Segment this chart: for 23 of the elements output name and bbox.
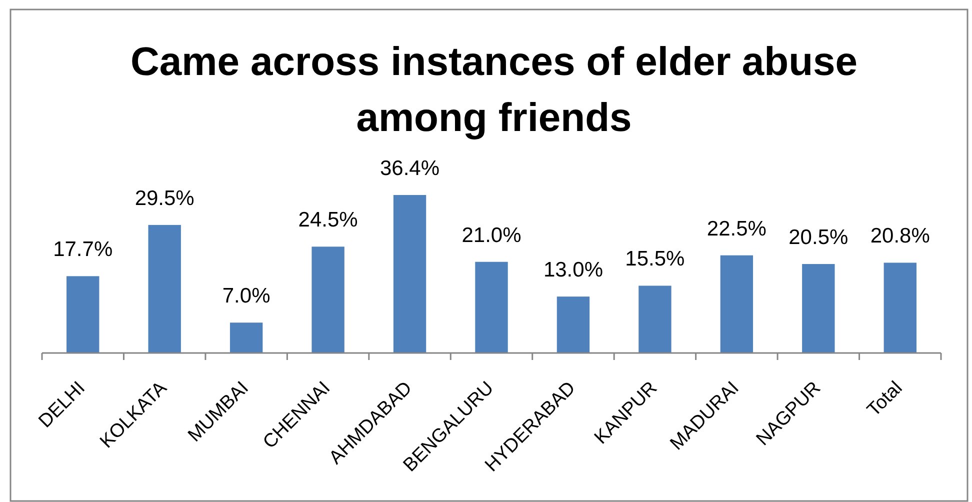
data-label: 20.5% (788, 226, 848, 250)
data-label: 36.4% (380, 157, 440, 180)
data-label: 7.0% (222, 284, 270, 308)
bar (638, 286, 672, 353)
bar (393, 195, 426, 353)
bar (720, 255, 754, 353)
data-label: 15.5% (625, 248, 685, 271)
data-label: 13.0% (543, 258, 603, 282)
data-label: 17.7% (53, 238, 113, 262)
data-label: 21.0% (462, 224, 522, 247)
data-label: 20.8% (870, 224, 930, 248)
bar (148, 224, 181, 353)
bar (475, 262, 508, 353)
bar (556, 296, 590, 353)
chart-title: Came across instances of elder abuse among friends (130, 40, 858, 140)
data-label: 24.5% (298, 208, 358, 232)
bar (802, 264, 835, 353)
bar (884, 262, 916, 353)
data-label: 29.5% (134, 186, 194, 210)
bar (66, 276, 100, 353)
bar (230, 322, 263, 353)
bar (312, 246, 344, 353)
data-label: 22.5% (706, 217, 766, 240)
